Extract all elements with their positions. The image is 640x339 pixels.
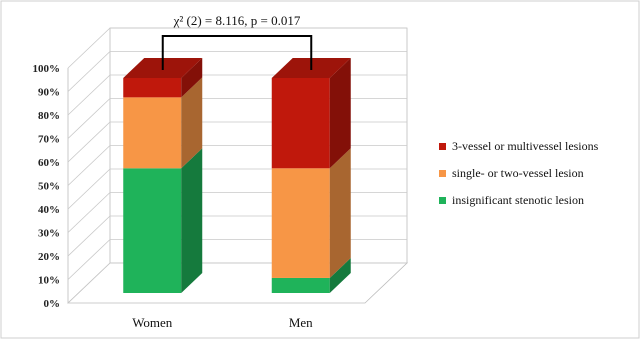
y-tick-label: 40% bbox=[38, 204, 60, 216]
y-tick-label: 70% bbox=[38, 134, 60, 146]
x-category-label: Men bbox=[289, 315, 313, 330]
y-tick-label: 10% bbox=[38, 275, 60, 287]
bar-segment-front bbox=[271, 277, 330, 293]
gridline-side bbox=[67, 239, 111, 280]
significance-annotation: χ² (2) = 8.116, p = 0.017 bbox=[161, 13, 313, 70]
y-tick-label: 80% bbox=[38, 110, 60, 122]
significance-label: χ² (2) = 8.116, p = 0.017 bbox=[173, 13, 301, 28]
bar-segment-front bbox=[271, 168, 330, 278]
x-category-label: Women bbox=[132, 315, 173, 330]
y-tick-label: 60% bbox=[38, 157, 60, 169]
y-tick-label: 0% bbox=[44, 298, 61, 310]
y-tick-label: 30% bbox=[38, 228, 60, 240]
grid-layer bbox=[67, 27, 408, 304]
bar-segment-side bbox=[329, 148, 351, 278]
legend-swatch bbox=[439, 170, 446, 177]
bar-layer bbox=[123, 58, 351, 293]
legend: 3-vessel or multivessel lesions single- o… bbox=[439, 139, 599, 207]
gridline-side bbox=[67, 192, 111, 233]
bar-segment-front bbox=[271, 78, 330, 169]
gridline-side bbox=[67, 98, 111, 139]
legend-label: single- or two-vessel lesion bbox=[452, 166, 584, 180]
bar-segment-side bbox=[181, 77, 203, 169]
y-axis: 0% 10% 20% 30% 40% 50% 60% 70% 80% 90% 100% bbox=[33, 63, 61, 310]
legend-label: insignificant stenotic lesion bbox=[452, 193, 584, 207]
legend-swatch bbox=[439, 197, 446, 204]
gridline-side bbox=[67, 121, 111, 163]
bar-segment-side bbox=[329, 257, 351, 293]
y-tick-label: 20% bbox=[38, 251, 60, 263]
floor bbox=[67, 262, 408, 304]
bar-segment-front bbox=[123, 97, 182, 169]
bar-segment-side bbox=[181, 148, 203, 293]
legend-label: 3-vessel or multivessel lesions bbox=[452, 139, 599, 153]
x-axis: Women Men bbox=[132, 315, 313, 330]
bar-segment-side bbox=[329, 58, 351, 169]
gridline-side bbox=[67, 27, 111, 69]
legend-swatch bbox=[439, 143, 446, 150]
y-tick-label: 50% bbox=[38, 181, 60, 193]
bar-segment-side bbox=[181, 58, 203, 98]
y-tick-label: 100% bbox=[33, 63, 61, 75]
gridline-side bbox=[67, 74, 111, 116]
bar-segment-front bbox=[123, 168, 182, 293]
gridline-side bbox=[67, 262, 111, 304]
y-tick-label: 90% bbox=[38, 87, 60, 99]
gridline-side bbox=[67, 145, 111, 186]
gridline-side bbox=[67, 168, 111, 210]
bar-women bbox=[123, 58, 203, 293]
bar-men bbox=[271, 58, 351, 293]
gridline-side bbox=[67, 215, 111, 257]
significance-bracket bbox=[161, 35, 313, 70]
gridline-side bbox=[67, 51, 111, 92]
bar-segment-front bbox=[123, 78, 182, 98]
